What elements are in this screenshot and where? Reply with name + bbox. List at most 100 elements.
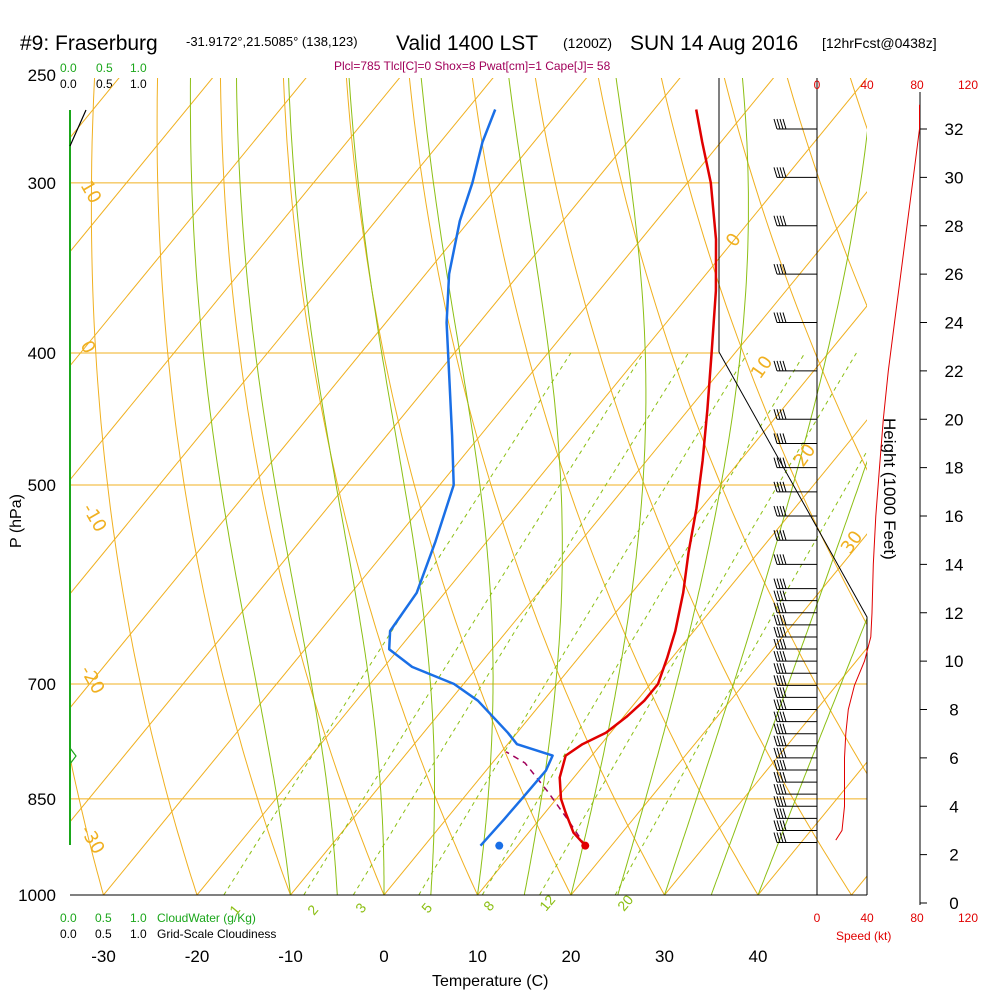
height-tick-label: 14 (945, 555, 964, 574)
mixing-ratio-label: 8 (480, 898, 497, 914)
isotherm-label: -30 (76, 822, 109, 858)
plot-frame (70, 78, 921, 905)
cloudwater-tick: 0.5 (96, 61, 113, 75)
valid-date: SUN 14 Aug 2016 (630, 32, 798, 55)
temperature-tick-label: -30 (91, 947, 116, 966)
temperature-trace (558, 109, 718, 847)
dry-adiabat-line (966, 51, 1000, 924)
height-tick-label: 12 (945, 604, 964, 623)
cloudwater-tick: 0.5 (95, 911, 112, 925)
mixing-ratio-line (481, 352, 806, 895)
valid-time: Valid 1400 LST (396, 32, 538, 55)
temperature-tick-label: 0 (379, 947, 388, 966)
pressure-tick-label: 700 (28, 675, 56, 694)
x-axis-label: Temperature (C) (432, 973, 548, 990)
cloudiness-tick: 0.5 (96, 77, 113, 91)
station-coords: -31.9172°,21.5085° (138,123) (186, 34, 358, 49)
cloudiness-tick: 1.0 (130, 77, 147, 91)
speed-tick-label: 120 (958, 911, 978, 925)
dry-adiabat-line (70, 755, 105, 895)
speed-tick-label: 120 (958, 78, 978, 92)
height-tick-label: 2 (949, 846, 958, 865)
speed-tick-label: 80 (910, 78, 924, 92)
wind-barb (773, 409, 817, 420)
dry-adiabat-line (219, 78, 385, 895)
forecast-tag: [12hrFcst@0438z] (822, 35, 937, 51)
height-tick-label: 24 (945, 314, 964, 333)
cloudwater-tick: 0.0 (60, 911, 77, 925)
wind-barb (773, 215, 817, 227)
isotherm-line (757, 761, 867, 895)
moist-adiabat-line (236, 78, 338, 895)
mixing-ratio-line (418, 352, 749, 895)
isotherm-line (945, 75, 1000, 895)
wind-barb (773, 360, 817, 372)
isotherm-label: 20 (790, 440, 820, 471)
zulu-time: (1200Z) (563, 35, 612, 51)
isotherm-line (196, 78, 867, 895)
temperature-axis: -30 -20 -10 0 10 20 30 40 (91, 947, 767, 966)
mixing-ratio-line (303, 352, 644, 895)
isotherm-line (383, 305, 867, 895)
cloudiness-label: Grid-Scale Cloudiness (157, 927, 276, 941)
temperature-tick-label: -20 (185, 947, 210, 966)
surface-dewpoint-marker (495, 841, 504, 850)
wind-barb (773, 771, 817, 783)
cloudiness-tick: 1.0 (130, 927, 147, 941)
wind-barb (773, 457, 817, 469)
wind-barb (773, 675, 817, 686)
isotherm-label: 10 (76, 177, 106, 207)
wind-barb (773, 832, 817, 844)
mixing-ratio-line (614, 450, 867, 895)
speed-tick-label: 80 (910, 911, 924, 925)
wind-barb (773, 590, 817, 602)
dry-adiabat-line (660, 78, 867, 626)
wind-barb (773, 796, 817, 807)
speed-tick-label: 0 (814, 911, 821, 925)
cloudwater-tick: 1.0 (130, 911, 147, 925)
dry-adiabat-line (282, 78, 479, 895)
isotherm-line (290, 191, 867, 895)
dry-adiabat-line (90, 78, 198, 895)
dry-adiabat-line (723, 78, 867, 471)
wind-barb (773, 808, 817, 819)
dry-adiabat-line (597, 78, 867, 775)
moist-adiabat-line (420, 78, 494, 895)
dry-adiabat-line (534, 78, 853, 895)
mixing-ratio-line (223, 352, 572, 895)
cloudiness-tick: 0.0 (60, 77, 77, 91)
wind-barb (773, 505, 817, 517)
wind-barb (773, 167, 817, 178)
wind-barb (773, 602, 817, 614)
height-tick-label: 26 (945, 265, 964, 284)
wind-barb (773, 784, 817, 795)
wind-barb (773, 663, 817, 674)
speed-tick-label: 0 (814, 78, 821, 92)
surface-temperature-marker (581, 841, 590, 850)
height-tick-label: 10 (945, 652, 964, 671)
pressure-tick-label: 400 (28, 344, 56, 363)
isotherm-line (70, 78, 307, 367)
cloudwater-tick: 1.0 (130, 61, 147, 75)
moist-adiabat-line (288, 78, 385, 895)
isotherm-label: 10 (747, 352, 777, 383)
isotherm-line (70, 78, 401, 481)
moist-adiabat-line (508, 78, 563, 895)
isotherm-line (70, 78, 681, 823)
speed-axis-label: Speed (kt) (836, 929, 891, 943)
isotherm-line (477, 419, 867, 895)
mixing-ratio-label: 5 (418, 900, 435, 916)
pressure-tick-label: 300 (28, 174, 56, 193)
height-tick-label: 30 (945, 168, 964, 187)
temperature-tick-label: 20 (562, 947, 581, 966)
isotherm-line (70, 78, 494, 595)
cloudiness-trace (69, 109, 87, 147)
height-tick-label: 4 (949, 797, 958, 816)
wind-barb (773, 312, 817, 323)
moist-adiabat-line (189, 78, 291, 895)
wind-barb (773, 687, 817, 698)
height-tick-label: 28 (945, 217, 964, 236)
legend-top: 0.0 0.5 1.0 0.0 0.5 1.0 (60, 61, 147, 91)
